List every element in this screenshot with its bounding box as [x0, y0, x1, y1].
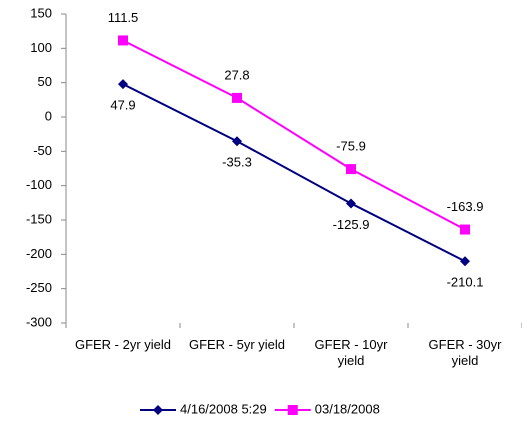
y-tick-label: -200	[26, 246, 52, 261]
marker	[232, 92, 242, 103]
legend-marker	[287, 405, 298, 415]
y-tick-label: 0	[45, 108, 52, 123]
x-tick-label: GFER - 10yr yield	[314, 337, 388, 368]
data-label: 47.9	[110, 98, 135, 113]
series-line	[122, 83, 466, 263]
x-tick-label: GFER - 2yr yield	[74, 337, 172, 352]
data-label: 111.5	[108, 10, 139, 25]
data-label: -210.1	[447, 275, 484, 290]
data-label: -75.9	[336, 139, 366, 154]
y-tick-label: 150	[30, 5, 52, 20]
y-tick-label: 100	[30, 40, 52, 55]
legend-label: 4/16/2008 5:29	[180, 401, 267, 416]
y-tick-label: -50	[33, 143, 52, 158]
y-tick-label: -100	[26, 177, 52, 192]
marker	[346, 198, 356, 209]
x-tick-label: GFER - 5yr yield	[188, 337, 286, 352]
data-label: -163.9	[447, 199, 484, 214]
series-line	[122, 39, 466, 231]
legend-marker	[153, 405, 163, 415]
marker	[460, 224, 470, 235]
marker	[460, 256, 470, 267]
data-label: 27.8	[224, 67, 249, 82]
y-tick-label: -150	[26, 211, 52, 226]
y-tick-label: -300	[26, 314, 52, 329]
marker	[118, 35, 128, 46]
y-tick-label: 50	[38, 74, 52, 89]
data-label: -125.9	[333, 217, 370, 232]
marker	[232, 136, 242, 147]
legend-label: 03/18/2008	[315, 401, 380, 416]
data-label: -35.3	[222, 155, 252, 170]
marker	[346, 164, 356, 175]
y-tick-label: -250	[26, 280, 52, 295]
marker	[118, 79, 128, 90]
x-tick-label: GFER - 30yr yield	[428, 337, 502, 368]
